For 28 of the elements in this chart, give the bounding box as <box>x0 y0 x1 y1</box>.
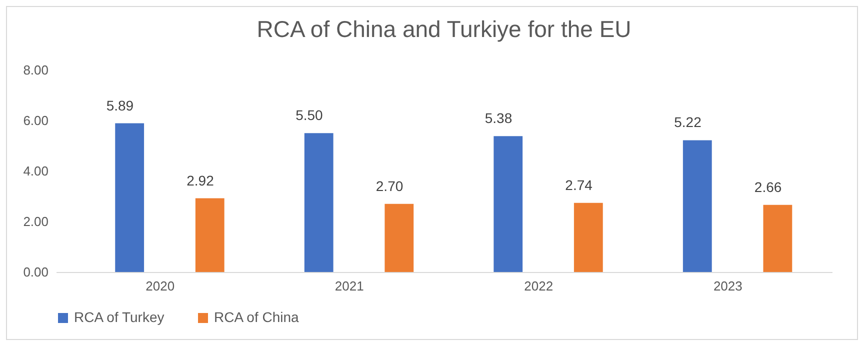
data-label: 5.89 <box>106 97 134 114</box>
x-tick-label: 2021 <box>334 278 364 294</box>
bar <box>682 140 712 272</box>
y-tick-label: 0.00 <box>23 264 48 280</box>
bar <box>763 204 792 272</box>
y-tick-label: 6.00 <box>23 113 48 128</box>
x-tick-label: 2023 <box>713 278 742 294</box>
bar <box>195 198 224 272</box>
bar <box>384 204 414 272</box>
data-label: 2.74 <box>565 176 593 193</box>
data-label: 5.50 <box>296 107 324 124</box>
chart-title: RCA of China and Turkiye for the EU <box>256 16 632 42</box>
legend-label: RCA of China <box>214 309 300 325</box>
bar <box>115 123 144 272</box>
data-label: 2.70 <box>376 178 404 194</box>
data-label: 5.38 <box>484 110 512 126</box>
legend-label: RCA of Turkey <box>74 309 164 325</box>
data-label: 2.66 <box>754 178 782 195</box>
bar <box>494 136 523 272</box>
x-tick-label: 2022 <box>524 278 554 294</box>
y-tick-label: 2.00 <box>23 214 48 229</box>
data-label: 5.22 <box>674 114 702 130</box>
x-tick-label: 2020 <box>146 278 175 294</box>
data-label: 2.92 <box>186 172 214 188</box>
bar <box>574 202 603 272</box>
bar <box>304 133 334 272</box>
y-tick-label: 4.00 <box>23 164 48 178</box>
y-tick-label: 8.00 <box>23 62 48 78</box>
